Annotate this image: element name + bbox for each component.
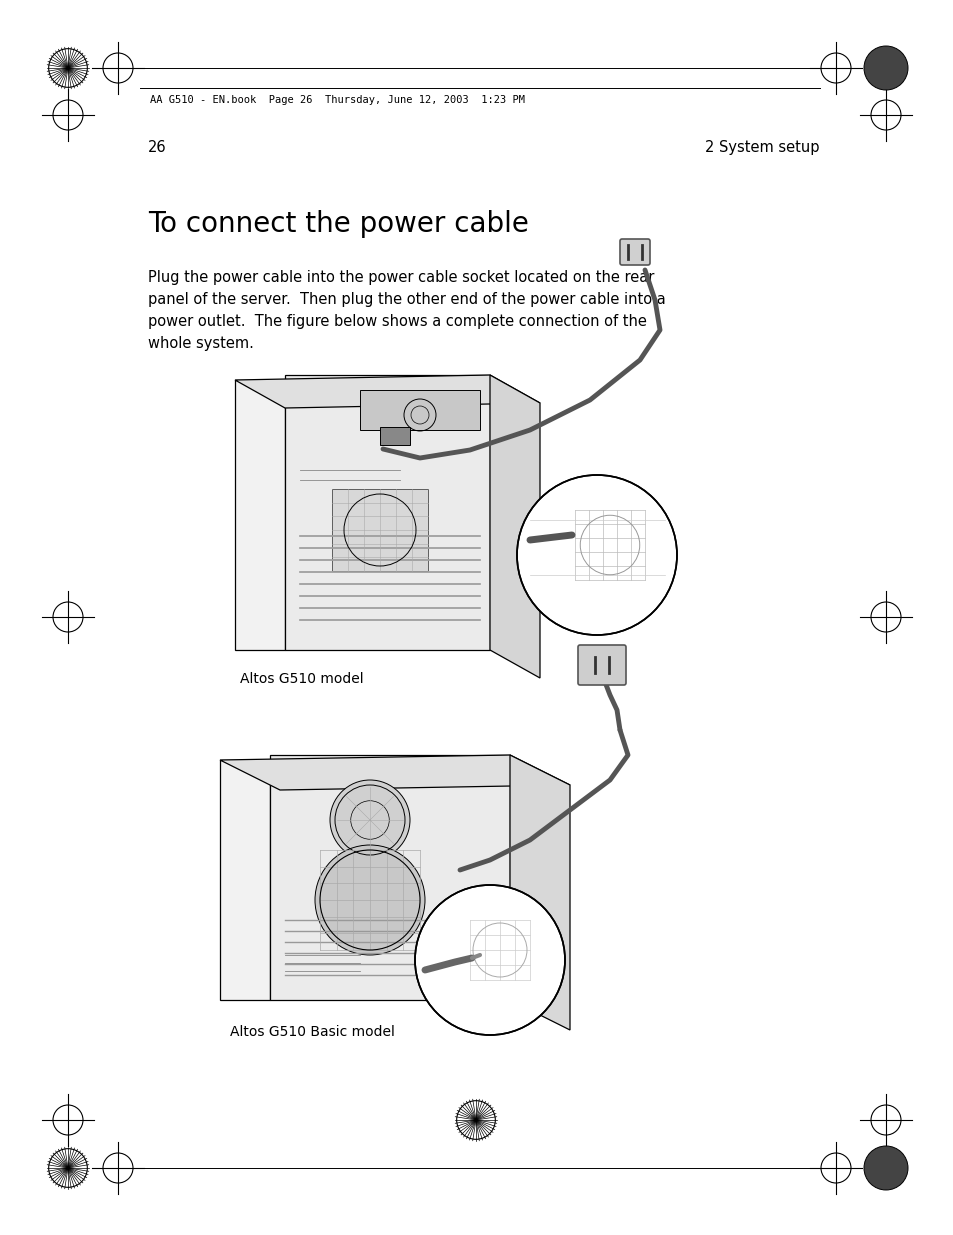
Text: AA G510 - EN.book  Page 26  Thursday, June 12, 2003  1:23 PM: AA G510 - EN.book Page 26 Thursday, June… bbox=[150, 95, 524, 105]
Text: Altos G510 model: Altos G510 model bbox=[240, 672, 363, 685]
Circle shape bbox=[517, 475, 677, 635]
Text: 2 System setup: 2 System setup bbox=[705, 140, 820, 156]
Polygon shape bbox=[234, 380, 285, 650]
Polygon shape bbox=[510, 755, 569, 1030]
FancyBboxPatch shape bbox=[619, 240, 649, 266]
Circle shape bbox=[330, 781, 410, 860]
Text: 26: 26 bbox=[148, 140, 167, 156]
Circle shape bbox=[863, 1146, 907, 1191]
Text: whole system.: whole system. bbox=[148, 336, 253, 351]
Text: panel of the server.  Then plug the other end of the power cable into a: panel of the server. Then plug the other… bbox=[148, 291, 665, 308]
Circle shape bbox=[863, 46, 907, 90]
Text: power outlet.  The figure below shows a complete connection of the: power outlet. The figure below shows a c… bbox=[148, 314, 646, 329]
Circle shape bbox=[314, 845, 424, 955]
Bar bbox=[359, 390, 479, 430]
Text: Altos G510 Basic model: Altos G510 Basic model bbox=[230, 1025, 395, 1039]
Text: To connect the power cable: To connect the power cable bbox=[148, 210, 528, 238]
Polygon shape bbox=[220, 760, 270, 1000]
Bar bbox=[332, 489, 428, 571]
Circle shape bbox=[415, 885, 564, 1035]
Polygon shape bbox=[490, 375, 539, 678]
Polygon shape bbox=[270, 755, 510, 1000]
FancyBboxPatch shape bbox=[578, 645, 625, 685]
Text: Plug the power cable into the power cable socket located on the rear: Plug the power cable into the power cabl… bbox=[148, 270, 654, 285]
Polygon shape bbox=[220, 755, 569, 790]
Polygon shape bbox=[285, 375, 490, 650]
Polygon shape bbox=[234, 375, 539, 408]
Bar bbox=[379, 427, 410, 445]
